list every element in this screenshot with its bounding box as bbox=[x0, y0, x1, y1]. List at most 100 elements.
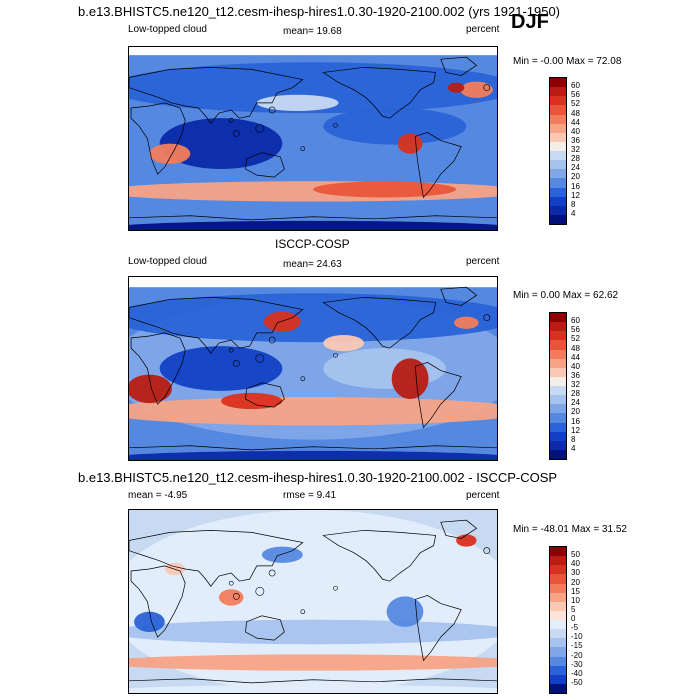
colorbar-tick-label: 40 bbox=[571, 126, 580, 136]
colorbar-swatch bbox=[550, 422, 566, 432]
field-contour-region bbox=[129, 684, 497, 693]
island-outline bbox=[255, 123, 265, 133]
field-contour-region bbox=[456, 534, 477, 547]
colorbar-swatch bbox=[550, 205, 566, 215]
coastline bbox=[130, 565, 186, 638]
colorbar-tick-label: 60 bbox=[571, 81, 580, 91]
island-outline bbox=[228, 117, 234, 123]
field-contour-region bbox=[159, 346, 283, 391]
coastline bbox=[440, 519, 478, 539]
colorbar-swatch bbox=[550, 574, 566, 584]
field-contour-region bbox=[129, 619, 497, 645]
colorbar-swatch bbox=[550, 376, 566, 386]
coastline bbox=[129, 66, 304, 124]
colorbar-swatch bbox=[550, 114, 566, 124]
field-contour-region bbox=[323, 334, 365, 352]
field-contour-region bbox=[129, 220, 497, 230]
colorbar-tick-label: 56 bbox=[571, 90, 580, 100]
colorbar-swatch bbox=[550, 151, 566, 161]
colorbar-swatches bbox=[549, 77, 567, 225]
colorbar-tick-label: 15 bbox=[571, 586, 580, 596]
colorbar-tick-label: 44 bbox=[571, 117, 580, 127]
colorbar-tick-label: -10 bbox=[571, 632, 583, 642]
coastline bbox=[245, 382, 285, 408]
colorbar-tick-label: 8 bbox=[571, 199, 576, 209]
colorbar-swatch bbox=[550, 665, 566, 675]
colorbar-swatch bbox=[550, 674, 566, 684]
colorbar-swatch bbox=[550, 105, 566, 115]
colorbar-tick-label: 24 bbox=[571, 163, 580, 173]
panel-diff-minmax: Min = -48.01 Max = 31.52 bbox=[513, 524, 627, 535]
island-outline bbox=[232, 360, 240, 367]
coastline bbox=[414, 362, 462, 429]
island-outline bbox=[483, 547, 491, 555]
panel-diff-units: percent bbox=[466, 490, 500, 501]
panel-diff-heading: b.e13.BHISTC5.ne120_t12.cesm-ihesp-hires… bbox=[78, 470, 558, 485]
colorbar-swatch bbox=[550, 556, 566, 566]
colorbar-swatch bbox=[550, 395, 566, 405]
island-outline bbox=[228, 347, 234, 353]
colorbar-tick-label: 4 bbox=[571, 208, 576, 218]
coastline bbox=[322, 529, 437, 582]
colorbar-swatch bbox=[550, 78, 566, 88]
field-contour-region bbox=[386, 596, 424, 627]
coastline bbox=[414, 132, 462, 199]
colorbar-swatch bbox=[550, 349, 566, 359]
field-contour-region bbox=[129, 374, 172, 404]
colorbar-tick-label: 24 bbox=[571, 398, 580, 408]
colorbar-swatch bbox=[550, 565, 566, 575]
island-outline bbox=[268, 336, 276, 344]
colorbar-swatch bbox=[550, 629, 566, 639]
coastline bbox=[129, 678, 497, 684]
colorbar-tick-label: 52 bbox=[571, 334, 580, 344]
island-outline bbox=[300, 146, 306, 152]
colorbar-swatch bbox=[550, 187, 566, 197]
colorbar-tick-label: 48 bbox=[571, 108, 580, 118]
colorbar-swatch bbox=[550, 610, 566, 620]
colorbar-tick-label: 32 bbox=[571, 380, 580, 389]
colorbar-swatch bbox=[550, 647, 566, 657]
island-outline bbox=[255, 353, 265, 363]
colorbar-swatch bbox=[550, 683, 566, 693]
colorbar-swatch bbox=[550, 178, 566, 188]
field-contour-region bbox=[323, 108, 467, 145]
coastline bbox=[322, 66, 437, 119]
colorbar-tick-label: -50 bbox=[571, 677, 583, 687]
island-outline bbox=[300, 376, 306, 382]
colorbar-swatch bbox=[550, 431, 566, 441]
island-outline bbox=[300, 609, 306, 615]
field-contour-region bbox=[391, 358, 429, 399]
coastline bbox=[245, 152, 285, 178]
field-contour-region bbox=[256, 94, 339, 112]
field-map-svg bbox=[129, 47, 497, 230]
colorbar-swatch bbox=[550, 386, 566, 396]
field-contour-region bbox=[149, 143, 191, 164]
figure-title: b.e13.BHISTC5.ne120_t12.cesm-ihesp-hires… bbox=[78, 4, 561, 19]
panel-model-mean: mean= 19.68 bbox=[283, 26, 342, 37]
colorbar-swatch bbox=[550, 169, 566, 179]
colorbar-tick-label: 48 bbox=[571, 343, 580, 353]
island-outline bbox=[483, 84, 491, 92]
coastline bbox=[129, 215, 497, 221]
colorbar-tick-label: 4 bbox=[571, 443, 576, 453]
panel-model-colorbar: 60 56 52 48 44 40 36 32 28 24 20 16 12 8 4 bbox=[549, 77, 599, 225]
panel-obs-mean: mean= 24.63 bbox=[283, 259, 342, 270]
colorbar-swatch bbox=[550, 160, 566, 170]
colorbar-swatch bbox=[550, 322, 566, 332]
field-contour-region bbox=[129, 62, 497, 114]
colorbar-tick-label: 36 bbox=[571, 370, 580, 380]
colorbar-tick-label: 10 bbox=[571, 595, 580, 605]
colorbar-swatches bbox=[549, 312, 567, 460]
colorbar-tick-label: 50 bbox=[571, 550, 580, 560]
colorbar-tick-label: 28 bbox=[571, 154, 580, 164]
colorbar-tick-label: -15 bbox=[571, 641, 583, 651]
colorbar-swatch bbox=[550, 404, 566, 414]
colorbar-swatch bbox=[550, 141, 566, 151]
colorbar-swatch bbox=[550, 87, 566, 97]
colorbar-tick-label: 20 bbox=[571, 172, 580, 182]
field-contour-region bbox=[460, 81, 493, 98]
coastline bbox=[440, 56, 478, 76]
field-contour-region bbox=[313, 181, 457, 198]
colorbar-swatch bbox=[550, 313, 566, 323]
colorbar-tick-label: 20 bbox=[571, 407, 580, 417]
